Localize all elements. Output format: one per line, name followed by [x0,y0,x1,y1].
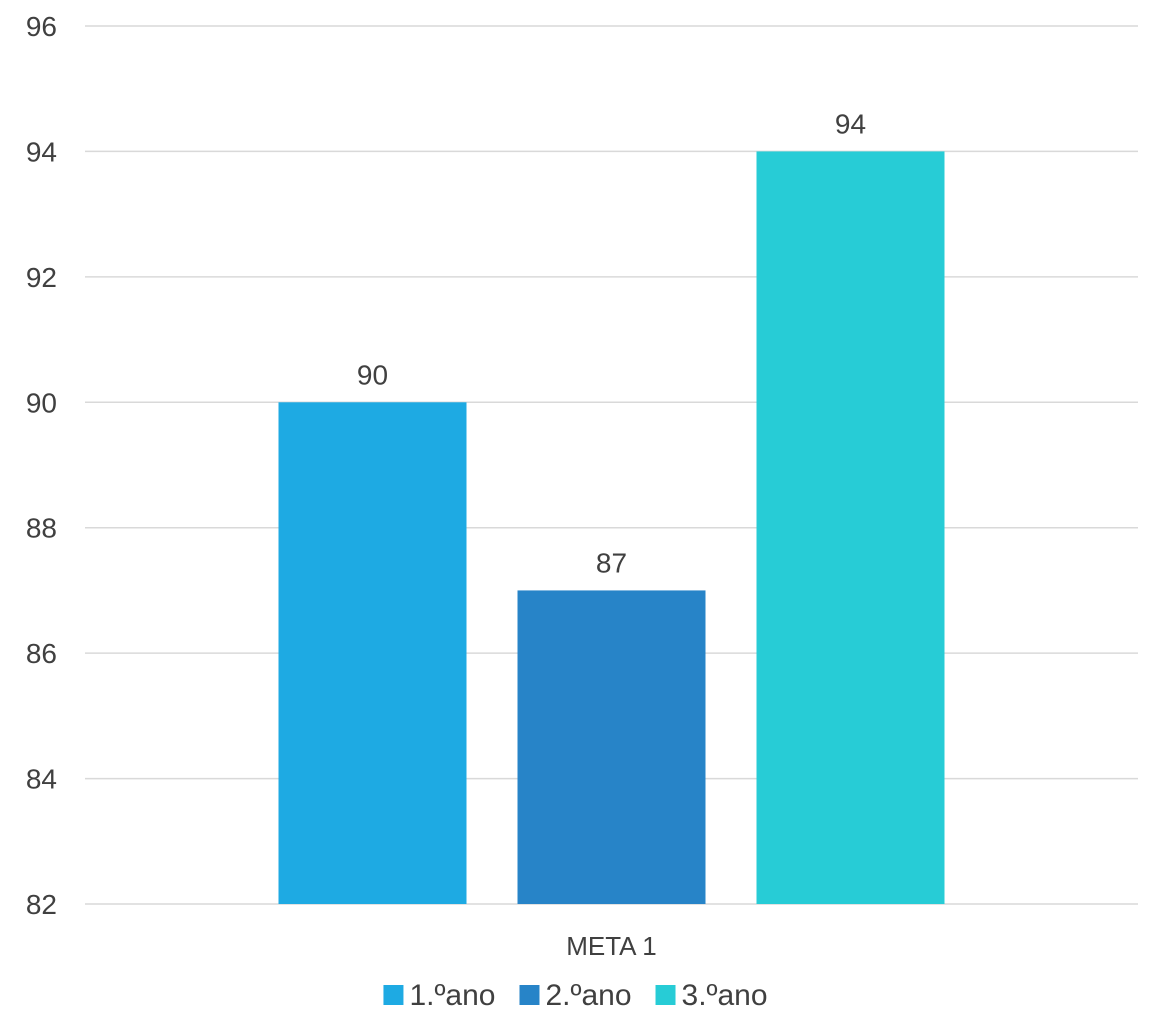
bar-3.ºano-META 1 [756,151,945,904]
y-tick-label: 90 [26,387,57,418]
legend: 1.ºano 2.ºano 3.ºano [383,979,768,1012]
legend-label: 3.ºano [682,979,768,1012]
y-tick-label: 96 [26,11,57,42]
y-tick-label: 94 [26,136,57,167]
x-category-label: META 1 [566,931,657,961]
y-tick-label: 88 [26,513,57,544]
legend-swatch [519,985,540,1005]
bars [278,151,945,904]
legend-item: 3.ºano [655,979,768,1012]
legend-swatch [655,985,676,1005]
y-tick-label: 84 [26,764,57,795]
legend-item: 2.ºano [519,979,632,1012]
legend-label: 2.ºano [545,979,631,1012]
y-tick-label: 82 [26,889,57,920]
y-tick-label: 92 [26,262,57,293]
x-axis-category-labels: META 1 [566,931,657,961]
bar-1.ºano-META 1 [278,402,467,904]
data-label: 94 [835,108,866,139]
y-axis-tick-labels: 82 84 86 88 90 92 94 96 [26,11,57,920]
legend-item: 1.ºano [383,979,495,1012]
legend-swatch [383,985,404,1005]
bar-2.ºano-META 1 [517,590,706,904]
data-label: 90 [357,359,388,390]
y-tick-label: 86 [26,638,57,669]
legend-label: 1.ºano [409,979,495,1012]
data-labels: 90 87 94 [357,108,866,578]
data-label: 87 [596,547,627,578]
